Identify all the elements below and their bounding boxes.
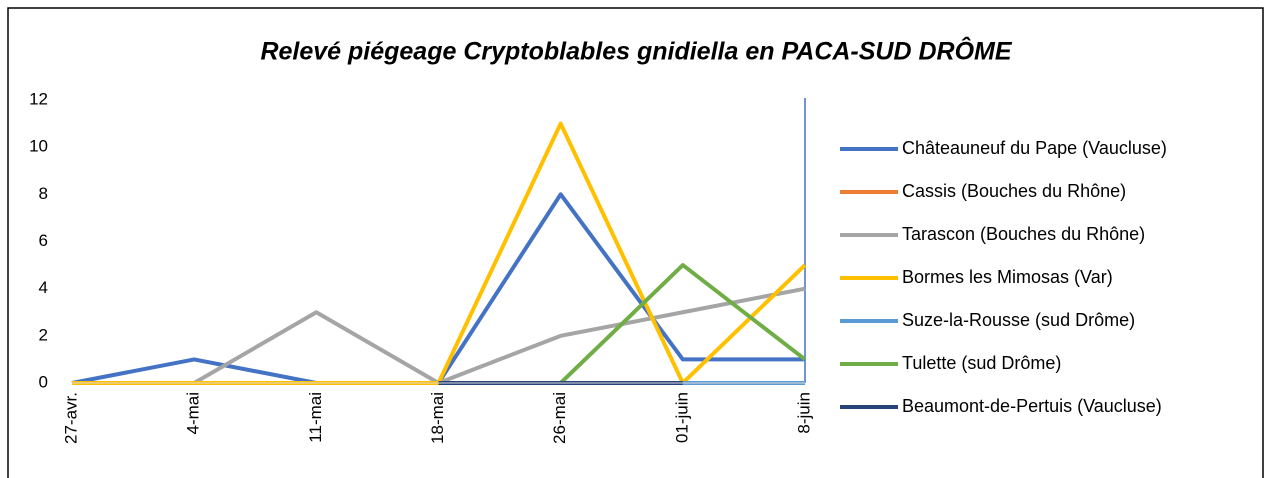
x-tick-label: 8-juin xyxy=(794,392,813,434)
chart-title: Relevé piégeage Cryptoblables gnidiella … xyxy=(260,36,1012,66)
y-tick-label: 12 xyxy=(29,89,48,108)
series-line xyxy=(559,263,807,385)
legend-label: Beaumont-de-Pertuis (Vaucluse) xyxy=(902,396,1162,416)
x-tick-label: 01-juin xyxy=(672,392,691,443)
x-tick-label: 4-mai xyxy=(184,392,203,435)
y-tick-label: 0 xyxy=(39,372,48,391)
legend-label: Bormes les Mimosas (Var) xyxy=(902,267,1113,287)
x-tick-label: 11-mai xyxy=(306,392,325,443)
legend-label: Cassis (Bouches du Rhône) xyxy=(902,181,1126,201)
chart-frame xyxy=(7,7,1264,478)
legend-label: Suze-la-Rousse (sud Drôme) xyxy=(902,310,1135,330)
x-tick-label: 26-mai xyxy=(550,392,569,444)
legend-label: Châteauneuf du Pape (Vaucluse) xyxy=(902,138,1167,158)
y-tick-label: 4 xyxy=(39,278,48,297)
legend-label: Tarascon (Bouches du Rhône) xyxy=(902,224,1145,244)
y-tick-label: 2 xyxy=(39,325,48,344)
y-tick-label: 10 xyxy=(29,137,48,156)
x-tick-label: 18-mai xyxy=(428,392,447,444)
y-tick-label: 8 xyxy=(39,184,48,203)
x-tick-label: 27-avr. xyxy=(61,392,80,444)
y-tick-label: 6 xyxy=(39,231,48,250)
legend-label: Tulette (sud Drôme) xyxy=(902,353,1061,373)
